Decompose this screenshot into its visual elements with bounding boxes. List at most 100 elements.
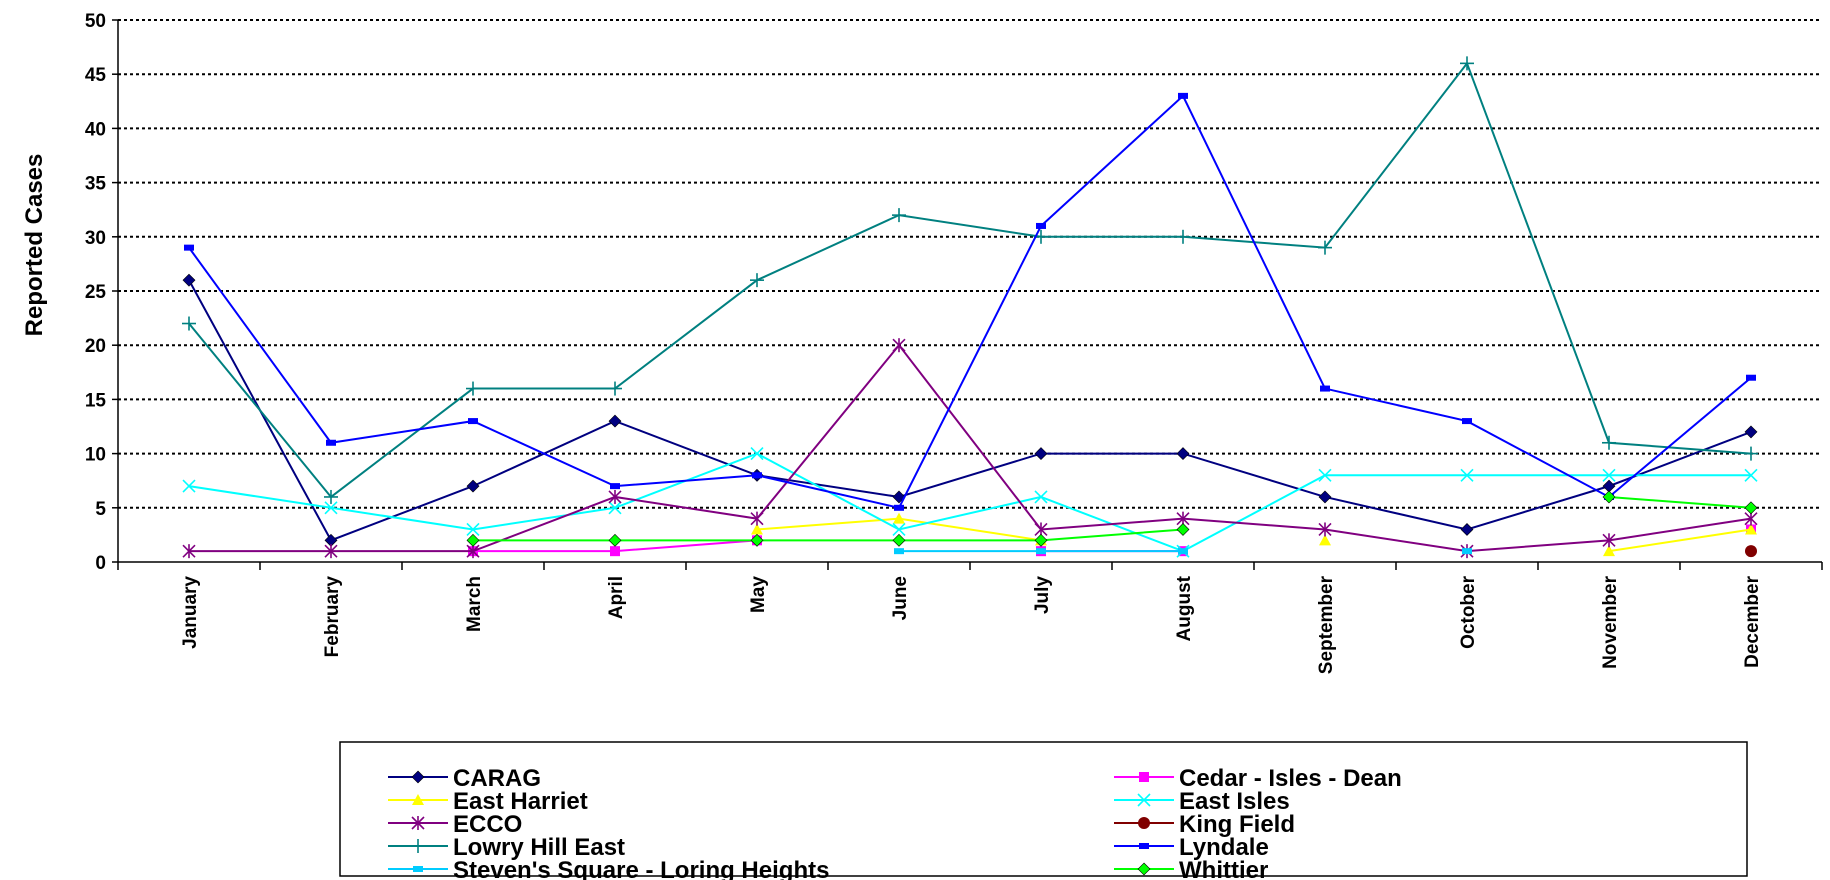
legend-label: Lowry Hill East	[453, 834, 625, 861]
data-point-lowry-hill-east	[1460, 56, 1474, 71]
data-point-ecco	[1318, 522, 1332, 537]
legend-label: CARAG	[453, 765, 541, 792]
data-point-lyndale	[184, 244, 194, 251]
y-tick-label: 25	[85, 282, 107, 303]
x-tick-label: June	[890, 576, 911, 620]
y-tick-label: 30	[85, 228, 106, 249]
data-point-east-harriet	[1603, 545, 1615, 557]
data-point-east-isles	[1460, 468, 1474, 482]
y-tick-label: 0	[95, 553, 106, 574]
data-point-lowry-hill-east	[182, 316, 196, 331]
data-point-east-harriet	[1319, 534, 1331, 546]
legend-label: Steven's Square - Loring Heights	[453, 857, 829, 880]
y-tick-label: 35	[85, 174, 107, 195]
data-point-whittier	[1034, 533, 1048, 547]
data-point-east-isles	[1602, 468, 1616, 482]
data-point-east-isles	[1744, 468, 1758, 482]
data-point-lyndale	[326, 439, 336, 446]
data-point-carag	[1744, 425, 1758, 439]
x-tick-label: November	[1600, 575, 1621, 669]
data-point-lowry-hill-east	[1318, 240, 1332, 255]
legend-label: Whittier	[1179, 857, 1268, 880]
legend-label: East Isles	[1179, 788, 1290, 815]
series-line-east-harriet	[1608, 528, 1752, 553]
x-tick-label: March	[464, 576, 485, 632]
data-point-carag	[1318, 490, 1332, 504]
data-point-east-isles	[608, 501, 622, 515]
data-point-steven-s-square-loring-heights	[894, 548, 904, 555]
legend: CARAG Cedar - Isles - Dean East Harriet Eas…	[339, 741, 1748, 880]
data-point-lowry-hill-east	[608, 381, 622, 396]
legend-swatch-marker	[412, 794, 424, 805]
data-point-ecco	[750, 511, 764, 526]
legend-swatch-marker	[1137, 793, 1151, 807]
data-point-ecco	[324, 544, 338, 559]
legend-swatch-marker	[413, 866, 423, 872]
data-point-steven-s-square-loring-heights	[1462, 548, 1472, 555]
data-point-whittier	[750, 533, 764, 547]
data-point-east-harriet	[893, 512, 905, 524]
data-point-lowry-hill-east	[750, 273, 764, 288]
series-steven-s-square-loring-heights	[894, 548, 1472, 555]
legend-item-king-field: King Field	[1114, 811, 1295, 838]
data-point-lowry-hill-east	[1176, 229, 1190, 244]
legend-label: East Harriet	[453, 788, 588, 815]
x-tick-label: May	[748, 576, 769, 613]
data-point-lowry-hill-east	[466, 381, 480, 396]
y-tick-label: 5	[95, 499, 106, 520]
series-line-ecco	[189, 343, 1752, 553]
data-point-ecco	[182, 544, 196, 559]
data-point-whittier	[1744, 501, 1758, 515]
legend-item-lowry-hill-east: Lowry Hill East	[388, 834, 625, 861]
data-point-lyndale	[1462, 418, 1472, 425]
grid-lines	[118, 19, 1822, 509]
data-point-lowry-hill-east	[1744, 446, 1758, 461]
legend-label: ECCO	[453, 811, 522, 838]
data-point-east-harriet	[1745, 523, 1757, 535]
legend-item-carag: CARAG	[388, 765, 541, 792]
data-point-lowry-hill-east	[892, 208, 906, 223]
data-point-east-isles	[466, 522, 480, 537]
legend-label: Lyndale	[1179, 834, 1269, 861]
data-point-lyndale	[468, 418, 478, 425]
series-line-lyndale	[188, 94, 1752, 509]
data-point-lyndale	[752, 472, 762, 479]
series-line-east-isles	[188, 452, 1751, 553]
legend-item-cedar-isles-dean: Cedar - Isles - Dean	[1114, 765, 1402, 792]
data-point-lyndale	[610, 483, 620, 490]
data-point-east-isles	[182, 479, 196, 493]
y-tick-label: 50	[85, 11, 106, 32]
data-point-carag	[466, 479, 480, 493]
data-point-lyndale	[1746, 374, 1756, 381]
series-lines	[182, 56, 1758, 559]
x-tick-label: January	[180, 576, 201, 649]
data-point-whittier	[1602, 490, 1616, 504]
legend-swatch-marker	[1137, 862, 1151, 876]
data-point-ecco	[608, 489, 622, 504]
y-tick-labels: 0 5 10 15 20 25 30 35 40 45 50	[85, 11, 107, 574]
x-tick-label: August	[1174, 575, 1195, 641]
series-king-field	[1745, 545, 1757, 558]
data-point-lyndale	[1178, 92, 1188, 99]
data-point-carag	[608, 414, 622, 428]
data-point-lyndale	[1036, 222, 1046, 229]
data-point-cedar-isles-dean	[610, 546, 620, 557]
series-ecco	[182, 338, 1758, 559]
data-point-whittier	[892, 533, 906, 547]
data-point-whittier	[466, 533, 480, 547]
data-point-carag	[1176, 447, 1190, 461]
y-tick-label: 15	[85, 390, 107, 411]
data-point-east-isles	[750, 447, 764, 461]
y-tick-label: 20	[85, 336, 106, 357]
series-line-whittier	[473, 528, 1184, 542]
x-tick-label: October	[1458, 575, 1479, 648]
x-tick-label: September	[1316, 575, 1337, 674]
data-point-lowry-hill-east	[324, 489, 338, 504]
series-line-lowry-hill-east	[188, 61, 1752, 499]
data-point-east-isles	[1034, 490, 1048, 504]
legend-item-lyndale: Lyndale	[1114, 834, 1269, 861]
y-tick-label: 40	[85, 119, 106, 140]
data-point-king-field	[1745, 545, 1757, 558]
legend-box	[339, 741, 1748, 877]
